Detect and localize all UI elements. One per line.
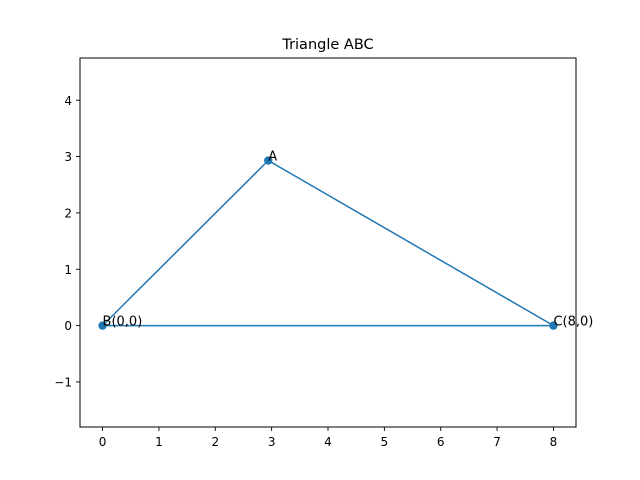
- y-axis: −1 0 1 2 3 4: [54, 94, 80, 389]
- x-tick-label: 0: [99, 435, 107, 449]
- point-a-marker: [264, 156, 273, 165]
- y-tick-label: 4: [64, 94, 72, 108]
- point-a-label: A: [268, 150, 277, 165]
- x-tick-label: 8: [550, 435, 558, 449]
- x-tick-label: 1: [155, 435, 163, 449]
- point-c-label: C(8,0): [553, 315, 593, 330]
- x-tick-label: 6: [437, 435, 445, 449]
- plot-area: A B(0,0) C(8,0): [79, 57, 593, 428]
- y-tick-label: 1: [64, 263, 72, 277]
- point-b-marker: [98, 321, 107, 330]
- x-tick-label: 4: [324, 435, 332, 449]
- x-tick-label: 3: [268, 435, 276, 449]
- point-b-label: B(0,0): [103, 315, 143, 330]
- triangle-series: A B(0,0) C(8,0): [98, 150, 593, 330]
- y-tick-label: −1: [54, 375, 72, 389]
- x-tick-label: 2: [211, 435, 219, 449]
- point-c-marker: [549, 321, 558, 330]
- chart-title: Triangle ABC: [281, 37, 373, 53]
- y-tick-label: 3: [64, 150, 72, 164]
- triangle-line: [102, 159, 555, 327]
- y-tick-label: 0: [64, 319, 72, 333]
- x-axis: 0 1 2 3 4 5 6 7 8: [99, 427, 558, 449]
- y-tick-label: 2: [64, 206, 72, 220]
- x-tick-label: 5: [381, 435, 389, 449]
- x-tick-label: 7: [493, 435, 501, 449]
